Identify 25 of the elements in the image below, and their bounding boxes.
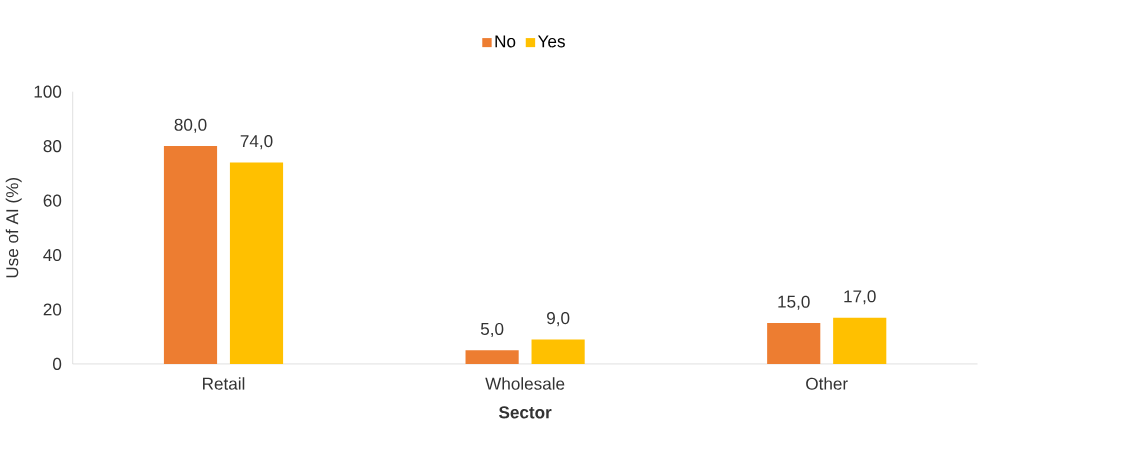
bar: [229, 162, 284, 365]
y-tick-label: 0: [53, 358, 62, 371]
y-tick-label: 60: [43, 194, 62, 207]
bar: [163, 146, 218, 365]
y-tick-label: 40: [43, 249, 62, 262]
y-tick-label: 20: [43, 303, 62, 316]
y-tick-label: 100: [34, 85, 62, 98]
x-axis-title: Sector: [498, 406, 552, 419]
bar: [465, 350, 519, 365]
legend-label: No: [495, 35, 516, 48]
bar: [531, 339, 585, 365]
x-tick-label: Other: [806, 377, 848, 390]
y-axis-title: Use of AI (%): [5, 178, 22, 278]
data-label: 9,0: [547, 312, 570, 327]
data-label: 15,0: [778, 295, 810, 310]
x-tick-label: Retail: [203, 377, 245, 390]
data-label: 17,0: [844, 290, 876, 305]
bar: [833, 317, 887, 365]
legend-label: Yes: [537, 35, 565, 48]
data-label: 74,0: [240, 135, 273, 150]
bar: [767, 323, 821, 365]
x-tick-label: Wholesale: [485, 377, 565, 390]
data-label: 80,0: [174, 118, 207, 134]
data-label: 5,0: [480, 323, 504, 338]
y-tick-label: 80: [43, 140, 62, 153]
